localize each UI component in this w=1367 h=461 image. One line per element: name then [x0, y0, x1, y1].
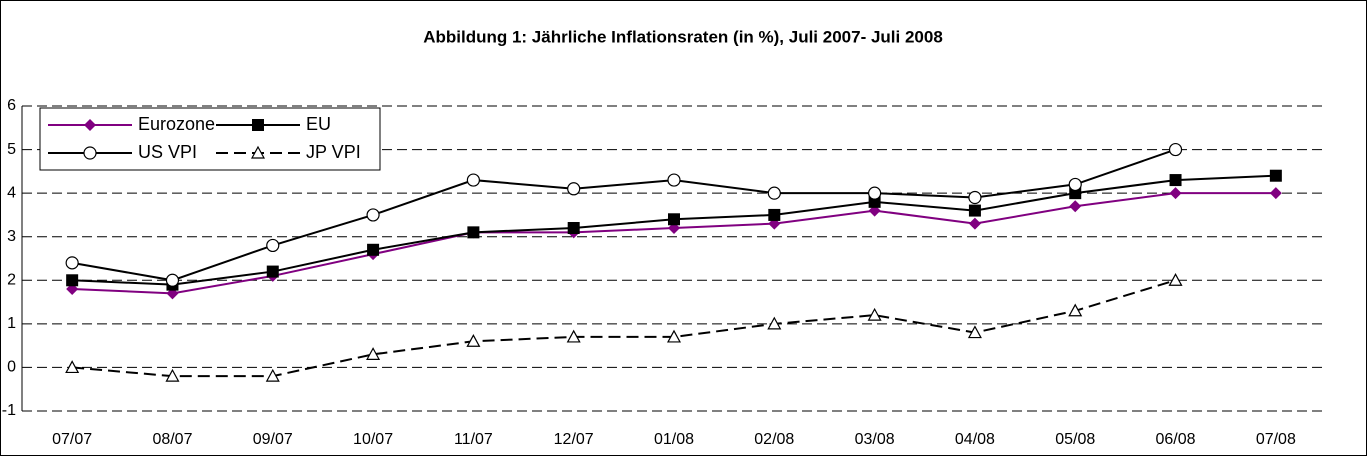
marker [366, 347, 381, 360]
marker [1168, 273, 1183, 286]
marker [165, 273, 180, 287]
marker [1069, 200, 1082, 213]
marker [968, 217, 981, 230]
marker [1169, 174, 1182, 187]
marker [767, 316, 782, 330]
marker [768, 208, 781, 221]
chart-title: Abbildung 1: Jährliche Inflationsraten (… [423, 27, 943, 46]
marker [1068, 177, 1082, 192]
marker [868, 186, 882, 200]
x-tick-label: 12/07 [554, 431, 594, 448]
marker [567, 222, 580, 234]
legend-label: Eurozone [138, 114, 215, 134]
series-line [71, 148, 1176, 282]
marker [265, 368, 280, 382]
marker [1269, 187, 1282, 200]
y-tick-label: 3 [7, 228, 16, 245]
y-tick-label: 2 [7, 272, 16, 289]
marker [84, 119, 96, 131]
x-tick-label: 09/07 [253, 431, 293, 448]
marker [1068, 303, 1083, 317]
marker [668, 213, 680, 226]
x-tick-label: 05/08 [1055, 431, 1095, 448]
marker [466, 173, 480, 187]
legend-label: US VPI [138, 142, 197, 162]
marker [467, 226, 480, 239]
x-tick-label: 10/07 [353, 431, 393, 448]
y-tick-label: 5 [7, 141, 16, 158]
x-tick-label: 06/08 [1156, 431, 1196, 448]
x-tick-label: 02/08 [754, 431, 794, 448]
legend-label: JP VPI [306, 142, 361, 162]
x-tick-label: 11/07 [454, 431, 493, 448]
marker [1169, 187, 1182, 200]
marker [367, 243, 380, 256]
y-tick-label: -1 [2, 402, 16, 419]
y-tick-label: 1 [7, 315, 16, 332]
marker [566, 329, 581, 343]
x-tick-label: 07/08 [1256, 431, 1296, 448]
marker [968, 190, 982, 205]
legend-label: EU [306, 114, 331, 134]
marker [466, 334, 481, 347]
marker [65, 256, 79, 270]
marker [252, 119, 264, 131]
marker [250, 145, 266, 159]
legend-box [39, 107, 381, 171]
marker [266, 238, 280, 253]
series-line [72, 279, 1176, 378]
x-tick-label: 01/08 [654, 431, 694, 448]
marker [867, 307, 882, 321]
marker [967, 325, 982, 339]
x-tick-label: 04/08 [955, 431, 995, 448]
marker [83, 146, 97, 160]
marker [366, 208, 380, 222]
marker [266, 265, 279, 278]
y-tick-label: 6 [7, 97, 16, 114]
x-tick-label: 08/07 [152, 431, 192, 448]
x-tick-label: 07/07 [52, 431, 92, 448]
marker [567, 182, 581, 196]
marker [66, 274, 79, 287]
marker [165, 368, 180, 382]
marker [667, 173, 681, 187]
marker [1168, 142, 1183, 157]
marker [65, 360, 80, 374]
marker [1269, 169, 1282, 182]
y-tick-label: 0 [7, 359, 16, 376]
x-tick-label: 03/08 [855, 431, 895, 448]
marker [666, 329, 682, 343]
marker [767, 186, 781, 200]
y-tick-label: 4 [7, 184, 16, 201]
marker [968, 204, 981, 217]
legend: Eurozone EU US VPI JP VPI [39, 107, 381, 171]
